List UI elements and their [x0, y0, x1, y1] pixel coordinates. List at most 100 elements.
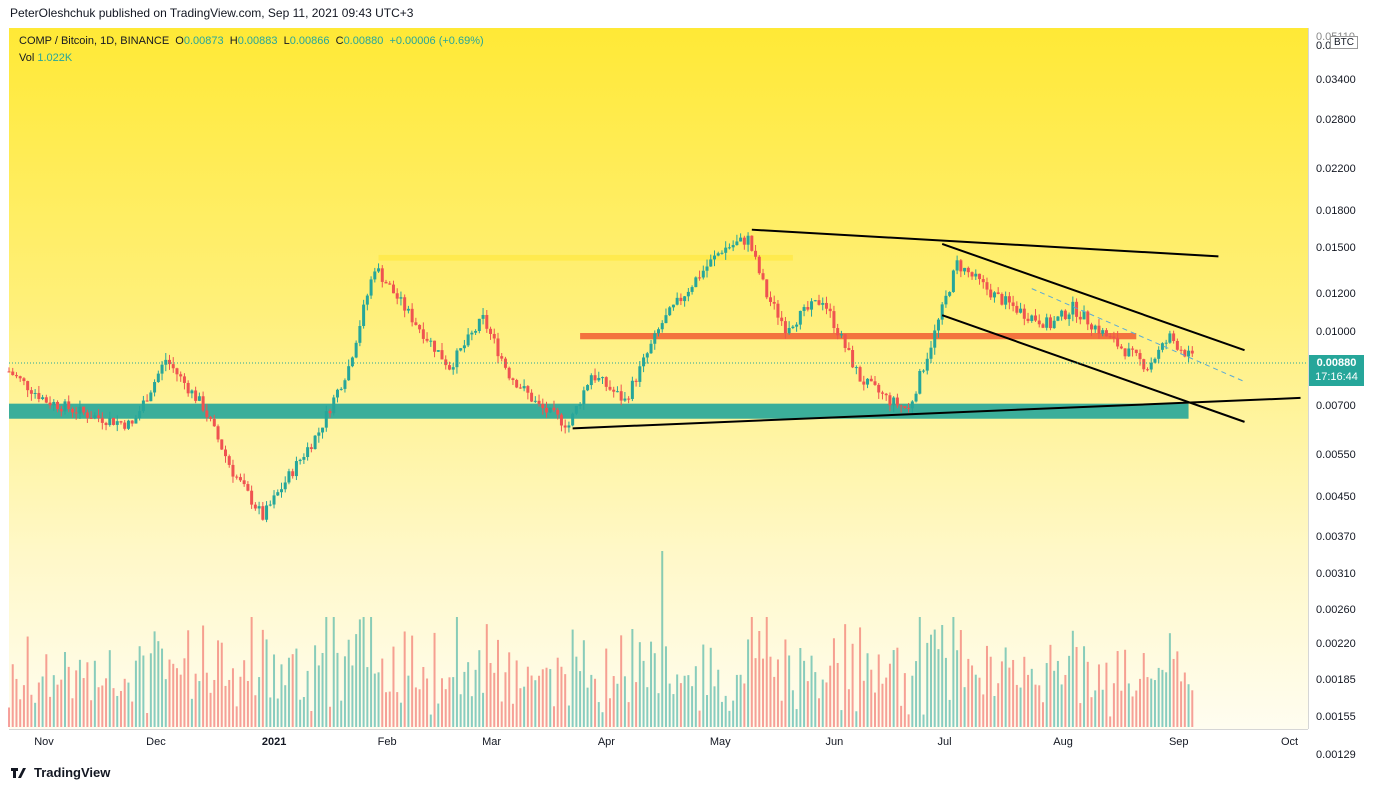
- time-axis[interactable]: [9, 729, 1308, 755]
- volume-bar: [1038, 685, 1041, 727]
- candle: [85, 412, 89, 418]
- current-price: 0.00880: [1316, 357, 1357, 369]
- volume-bar: [1142, 653, 1145, 727]
- volume-bar: [287, 657, 290, 727]
- high-value: 0.00883: [237, 35, 278, 47]
- volume-bar: [780, 700, 783, 727]
- volume-bar: [366, 667, 369, 727]
- candle: [1187, 350, 1191, 357]
- candle: [608, 386, 612, 390]
- volume-bar: [78, 659, 81, 727]
- published-header: PeterOleshchuk published on TradingView.…: [10, 6, 414, 20]
- time-label: May: [709, 736, 731, 748]
- candle: [847, 347, 851, 351]
- candle: [164, 359, 168, 365]
- volume-bar: [859, 627, 862, 727]
- candle: [1037, 320, 1041, 325]
- volume-bar: [1116, 651, 1119, 727]
- volume-bar: [1191, 690, 1194, 727]
- volume-bar: [829, 665, 832, 727]
- volume-bar: [709, 647, 712, 727]
- currency-unit-badge[interactable]: BTC: [1330, 36, 1358, 49]
- price-tick: 0.00550: [1316, 449, 1356, 462]
- volume-bar: [175, 668, 178, 727]
- candle: [985, 282, 989, 290]
- candle: [317, 432, 321, 436]
- volume-bar: [948, 699, 951, 727]
- time-label: Mar: [482, 736, 502, 748]
- volume-bar: [974, 674, 977, 727]
- candle: [821, 302, 825, 305]
- volume-bar: [523, 686, 526, 727]
- volume-bar: [1150, 678, 1153, 727]
- candle: [175, 368, 179, 375]
- candle: [653, 333, 657, 344]
- volume-bar: [638, 642, 641, 727]
- volume-bar: [358, 619, 361, 727]
- candle: [265, 505, 269, 520]
- volume-bar: [1135, 690, 1138, 727]
- volume-bar: [993, 696, 996, 727]
- volume-bar: [392, 646, 395, 727]
- volume-bar: [769, 656, 772, 727]
- volume-bar: [164, 679, 167, 727]
- volume-bar: [1101, 689, 1104, 727]
- volume-bar: [978, 677, 981, 727]
- volume-bar: [1127, 683, 1130, 727]
- candle: [1101, 330, 1105, 334]
- candle: [869, 378, 873, 382]
- candle: [839, 334, 843, 336]
- volume-bar: [67, 666, 70, 727]
- volume-bar: [1183, 672, 1186, 727]
- volume-bar: [123, 678, 126, 727]
- candle: [246, 484, 250, 491]
- candle: [933, 330, 937, 348]
- candle: [459, 348, 463, 351]
- candle: [306, 447, 310, 458]
- volume-bar: [997, 683, 1000, 727]
- candle: [1142, 359, 1146, 370]
- volume-bar: [198, 681, 201, 727]
- volume-bar: [161, 648, 164, 727]
- symbol-label[interactable]: COMP / Bitcoin, 1D, BINANCE: [19, 35, 170, 47]
- candle: [526, 386, 530, 393]
- candle: [425, 338, 429, 341]
- candle: [194, 390, 198, 401]
- candle: [160, 364, 164, 374]
- candle: [429, 340, 433, 342]
- candle: [559, 414, 563, 426]
- candle: [48, 402, 52, 406]
- volume-bar: [265, 639, 268, 727]
- candle: [1007, 296, 1011, 303]
- candle: [944, 295, 948, 305]
- volume-bar: [407, 675, 410, 727]
- volume-bar: [463, 671, 466, 727]
- volume-bar: [944, 657, 947, 727]
- candle: [712, 255, 716, 260]
- volume-bar: [138, 646, 141, 727]
- candle: [112, 417, 116, 425]
- candle: [1164, 342, 1168, 344]
- volume-bar: [810, 655, 813, 727]
- price-tick: 0.00450: [1316, 490, 1356, 503]
- candle: [14, 375, 18, 377]
- candle: [1127, 348, 1131, 357]
- candle: [642, 357, 646, 367]
- price-tick: 0.02200: [1316, 163, 1356, 176]
- volume-bar: [254, 695, 257, 727]
- volume-bar: [190, 698, 193, 727]
- candle: [462, 345, 466, 349]
- volume-bar: [381, 658, 384, 727]
- candle: [1034, 315, 1038, 321]
- chart-pane[interactable]: [9, 28, 1308, 729]
- candle: [1011, 302, 1015, 306]
- volume-bar: [127, 682, 130, 727]
- candle: [179, 374, 183, 377]
- bar-countdown: 17:16:44: [1315, 371, 1358, 383]
- candle: [1183, 350, 1187, 357]
- volume-bar: [455, 617, 458, 727]
- candle: [731, 245, 735, 248]
- candle: [705, 266, 709, 271]
- volume-bar: [530, 675, 533, 727]
